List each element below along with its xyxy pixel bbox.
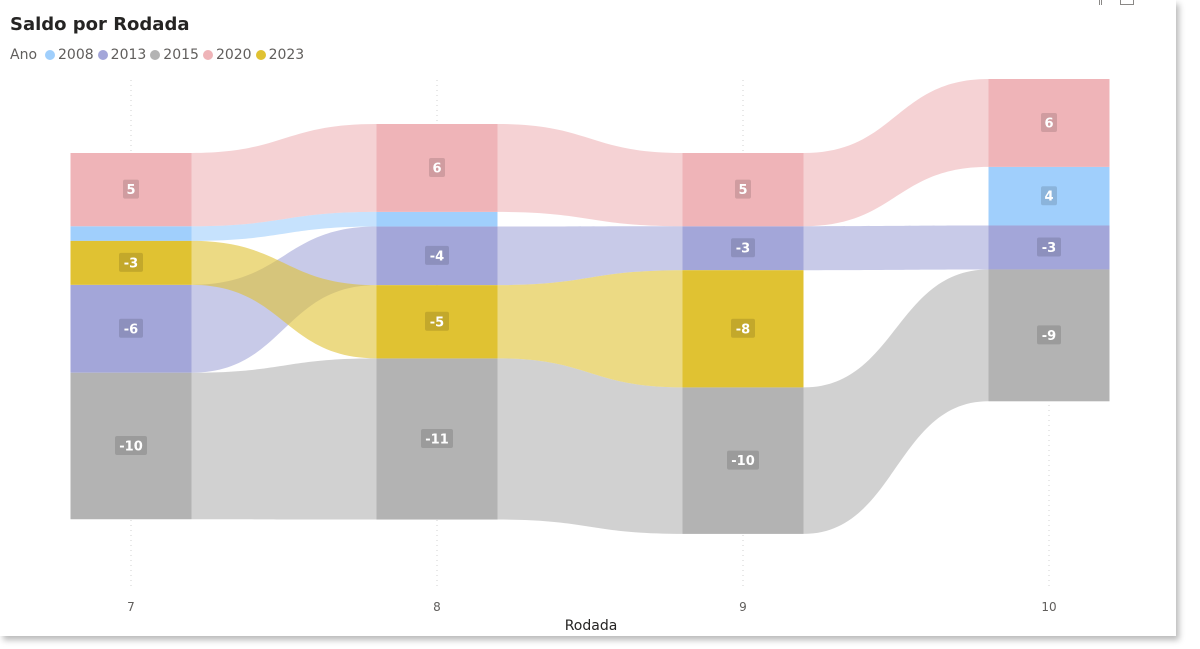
bar-2020-7[interactable] [70,153,192,227]
legend-item-2015[interactable]: 2015 [150,47,199,63]
bar-2023-7[interactable] [70,240,192,285]
focus-mode-icon[interactable] [1120,0,1134,5]
pin-visual-icon[interactable] [1099,0,1102,5]
data-label-2013-10: -3 [1042,241,1056,256]
data-label-2015-7: -10 [119,440,143,455]
data-label-bg [425,311,449,331]
data-label-2013-9: -3 [736,242,750,257]
legend-item-2020[interactable]: 2020 [202,47,252,63]
bar-2015-8[interactable] [376,358,498,520]
data-label-bg [1037,325,1061,345]
data-label-bg [731,238,755,258]
data-label-bg [429,157,445,177]
ribbon-2020-9-10[interactable] [803,79,989,227]
x-tick-label: 10 [1041,600,1056,614]
data-label-2015-8: -11 [425,432,449,447]
data-label-2020-10: 6 [1044,116,1053,131]
data-label-2015-10: -9 [1042,329,1056,344]
chart-visual: Saldo por Rodada Ano 2008 2013 2015 2020 202… [10,0,1134,634]
data-label-2020-9: 5 [738,183,747,198]
bar-2023-8[interactable] [376,285,498,359]
x-tick-label: 7 [127,600,135,614]
data-label-bg [425,245,449,265]
data-label-bg [727,450,759,470]
legend-label: 2013 [110,47,147,63]
data-label-2020-8: 6 [432,161,441,176]
data-label-bg [1041,112,1057,132]
bar-2023-9[interactable] [682,270,804,388]
legend-dot [150,50,161,60]
legend-label: 2020 [215,47,252,63]
bar-2013-10[interactable] [988,225,1110,270]
data-label-2023-9: -8 [736,322,750,337]
data-label-2023-7: -3 [124,256,138,271]
data-label-2013-8: -4 [430,249,444,264]
data-label-2015-9: -10 [731,454,755,469]
bar-2020-9[interactable] [682,153,804,227]
legend-label: 2008 [58,47,94,63]
legend-item-2013[interactable]: 2013 [97,47,147,63]
ribbon-2015-7-8[interactable] [191,358,377,520]
chart-title: Saldo por Rodada [10,14,190,35]
legend-label: 2023 [268,47,305,63]
ribbon-2015-8-9[interactable] [497,358,683,534]
legend-dot [202,50,213,60]
bar-2008-8[interactable] [376,211,498,227]
legend-dot [97,50,108,60]
legend-label: 2015 [163,47,199,63]
ribbon-2013-9-10[interactable] [803,225,989,271]
data-label-bg [123,179,139,199]
data-label-bg [1037,237,1061,257]
legend: Ano 2008 2013 2015 2020 2023 [10,47,308,63]
data-label-bg [119,318,143,338]
ribbon-2023-8-9[interactable] [497,270,683,388]
legend-title: Ano [10,47,38,63]
data-label-bg [731,318,755,338]
data-label-bg [115,436,147,455]
data-label-2020-7: 5 [126,183,135,198]
legend-item-2023[interactable]: 2023 [255,47,305,63]
data-label-2008-10: 4 [1044,190,1053,205]
data-label-2013-7: -6 [124,322,138,337]
ribbon-2008-7-8[interactable] [191,211,377,241]
bar-2013-8[interactable] [376,226,498,286]
bar-2013-9[interactable] [682,226,804,271]
ribbon-2015-9-10[interactable] [803,269,989,534]
ribbon-2013-8-9[interactable] [497,226,683,286]
bar-2020-8[interactable] [376,124,498,212]
data-label-bg [119,252,143,272]
legend-dot [255,50,266,60]
data-label-bg [735,179,751,199]
ribbon-2020-7-8[interactable] [191,124,377,227]
data-label-2023-8: -5 [430,315,444,330]
x-tick-label: 8 [433,600,441,614]
bar-2008-7[interactable] [70,226,192,241]
ribbon-2020-8-9[interactable] [497,124,683,227]
bar-2015-7[interactable] [70,372,192,520]
data-label-bg [1041,186,1057,206]
x-axis-title: Rodada [565,618,618,634]
bar-2013-7[interactable] [70,284,192,373]
bar-2020-10[interactable] [988,79,1110,167]
ribbon-2023-7-8[interactable] [191,240,377,359]
bar-2015-10[interactable] [988,269,1110,402]
visual-header-icons [1099,0,1134,5]
legend-item-2008[interactable]: 2008 [45,47,94,63]
bar-2015-9[interactable] [682,387,804,534]
ribbon-chart: -6 -10 5 -3 -4 -11 6 -5 -3 -10 5 -8 4 -3 -9 6 7 8 9 10 Rod… [70,79,1110,634]
legend-dot [45,50,56,60]
x-tick-label: 9 [739,600,747,614]
data-label-bg [421,428,453,448]
bar-2008-10[interactable] [988,166,1110,226]
